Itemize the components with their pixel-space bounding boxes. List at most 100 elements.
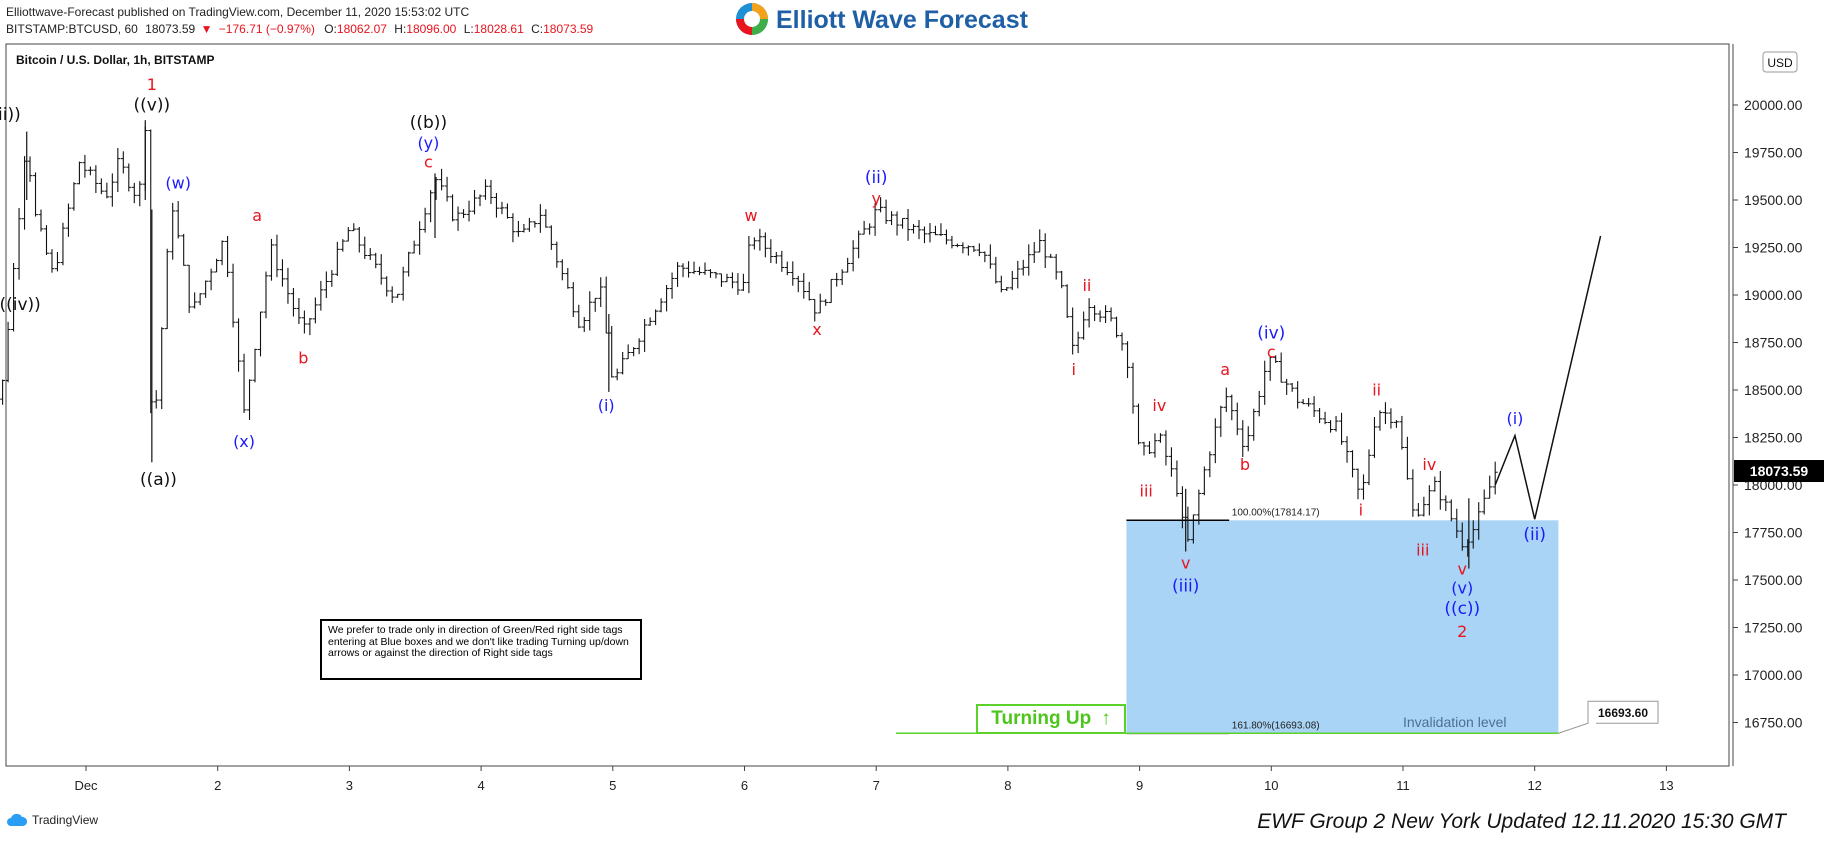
ohlc-bar-87 bbox=[455, 206, 461, 231]
wave-label-21: v bbox=[1181, 554, 1190, 573]
ohlc-bar-172 bbox=[921, 226, 927, 244]
ohlc-bar-173 bbox=[927, 223, 933, 243]
ohlc-bar-25 bbox=[115, 148, 121, 192]
ohlc-bar-202 bbox=[1086, 298, 1092, 328]
ohlc-bar-214 bbox=[1152, 433, 1158, 458]
wave-label-8: b bbox=[298, 348, 308, 367]
ohlc-bar-163 bbox=[872, 203, 878, 236]
ohlc-bar-194 bbox=[1042, 233, 1048, 269]
ohlc-bar-262 bbox=[1415, 503, 1421, 517]
x-tick-label-12: 13 bbox=[1659, 778, 1673, 793]
ohlc-bar-260 bbox=[1404, 436, 1410, 480]
ohlc-bar-97 bbox=[510, 213, 516, 243]
ohlc-bar-49 bbox=[247, 379, 253, 420]
ohlc-bar-174 bbox=[932, 225, 938, 236]
ohlc-bar-90 bbox=[472, 189, 478, 215]
ohlc-bar-52 bbox=[263, 271, 269, 319]
ohlc-bar-72 bbox=[373, 252, 379, 269]
ohlc-bar-127 bbox=[675, 262, 681, 287]
wave-label-24: c bbox=[1267, 343, 1276, 362]
ohlc-bar-64 bbox=[329, 270, 335, 287]
y-tick-label-7: 18250.00 bbox=[1744, 430, 1803, 446]
ohlc-bar-35 bbox=[170, 202, 176, 260]
wave-label-10: (y) bbox=[417, 134, 439, 153]
ohlc-bar-191 bbox=[1026, 244, 1032, 276]
ohlc-bar-246 bbox=[1328, 420, 1334, 433]
ohlc-bar-272 bbox=[1470, 520, 1476, 549]
ohlc-bar-178 bbox=[954, 243, 960, 248]
ohlc-bar-57 bbox=[290, 287, 296, 317]
ohlc-bar-66 bbox=[340, 239, 346, 252]
ohlc-bar-37 bbox=[181, 233, 187, 266]
ohlc-bar-104 bbox=[548, 225, 554, 250]
y-tick-label-10: 17500.00 bbox=[1744, 572, 1803, 588]
tradingview-brand[interactable]: TradingView bbox=[6, 813, 98, 827]
ohlc-bar-233 bbox=[1256, 390, 1262, 417]
ohlc-bar-56 bbox=[285, 267, 291, 304]
ohlc-bar-264 bbox=[1426, 485, 1432, 516]
ohlc-bar-133 bbox=[707, 269, 713, 278]
ohlc-bar-155 bbox=[828, 278, 834, 303]
ohlc-bar-24 bbox=[109, 173, 115, 207]
ohlc-bar-44 bbox=[219, 240, 225, 266]
ohlc-bar-153 bbox=[817, 293, 823, 314]
ohlc-bar-128 bbox=[680, 263, 686, 278]
ohlc-bar-42 bbox=[208, 268, 214, 291]
wave-label-34: 2 bbox=[1457, 622, 1467, 641]
ohlc-bar-73 bbox=[378, 254, 384, 285]
currency-badge[interactable] bbox=[1762, 51, 1798, 73]
ohlc-bar-112 bbox=[592, 297, 598, 312]
chart-frame bbox=[5, 43, 1730, 767]
ohlc-bar-111 bbox=[587, 291, 593, 331]
ohlc-bar-162 bbox=[867, 223, 873, 235]
ohlc-bar-131 bbox=[697, 266, 703, 276]
ohlc-bar-210 bbox=[1130, 362, 1136, 414]
ohlc-bar-26 bbox=[120, 151, 126, 174]
last-price-tag-label: 18073.59 bbox=[1750, 463, 1809, 479]
ohlc-bar-180 bbox=[965, 245, 971, 256]
wave-label-1: ((v)) bbox=[134, 96, 171, 116]
wave-label-2: ((iii)) bbox=[0, 105, 21, 125]
ohlc-bar-179 bbox=[960, 242, 966, 254]
ohlc-bar-140 bbox=[746, 235, 752, 294]
ohlc-bar-218 bbox=[1174, 460, 1180, 497]
close-label: C: bbox=[531, 22, 543, 36]
ohlc-bar-9 bbox=[27, 156, 33, 182]
ohlc-bar-21 bbox=[93, 165, 99, 193]
wave-label-12: (i) bbox=[598, 396, 615, 415]
ohlc-bar-36 bbox=[175, 201, 181, 239]
ohlc-bar-265 bbox=[1432, 476, 1438, 492]
ohlc-bar-39 bbox=[192, 292, 198, 309]
wave-label-7: a bbox=[252, 206, 262, 225]
ohlc-bar-252 bbox=[1360, 474, 1366, 500]
ohlc-bar-189 bbox=[1015, 260, 1021, 289]
ohlc-bar-53 bbox=[268, 238, 274, 281]
close-value: 18073.59 bbox=[543, 22, 593, 36]
ohlc-bar-158 bbox=[845, 257, 851, 273]
low-value: 18028.61 bbox=[474, 22, 524, 36]
ohlc-bar-230 bbox=[1240, 420, 1246, 457]
ohlc-bar-148 bbox=[790, 261, 796, 286]
x-tick-label-11: 12 bbox=[1527, 778, 1541, 793]
ohlc-bar-274 bbox=[1481, 489, 1487, 515]
ohlc-bar-184 bbox=[987, 244, 993, 269]
wave-label-22: (iii) bbox=[1172, 576, 1199, 596]
ohlc-bar-83 bbox=[433, 177, 439, 200]
wave-label-9: ((b)) bbox=[410, 113, 447, 133]
ohlc-bar-109 bbox=[576, 304, 582, 329]
x-tick-label-2: 3 bbox=[346, 778, 353, 793]
ohlc-bar-136 bbox=[724, 273, 730, 283]
invalidation-tag-label: 16693.60 bbox=[1598, 706, 1648, 720]
y-tick-label-11: 17250.00 bbox=[1744, 620, 1803, 636]
ohlc-bar-215 bbox=[1157, 433, 1163, 443]
ohlc-bar-261 bbox=[1410, 469, 1416, 517]
ohlc-bar-183 bbox=[982, 251, 988, 263]
ohlc-bar-32 bbox=[153, 390, 159, 409]
x-tick-label-9: 10 bbox=[1264, 778, 1278, 793]
ohlc-bar-197 bbox=[1059, 270, 1065, 289]
ohlc-bar-235 bbox=[1267, 356, 1273, 381]
ohlc-bar-118 bbox=[625, 344, 631, 360]
wave-label-4: ((a)) bbox=[140, 470, 177, 490]
ohlc-bar-245 bbox=[1322, 411, 1328, 425]
